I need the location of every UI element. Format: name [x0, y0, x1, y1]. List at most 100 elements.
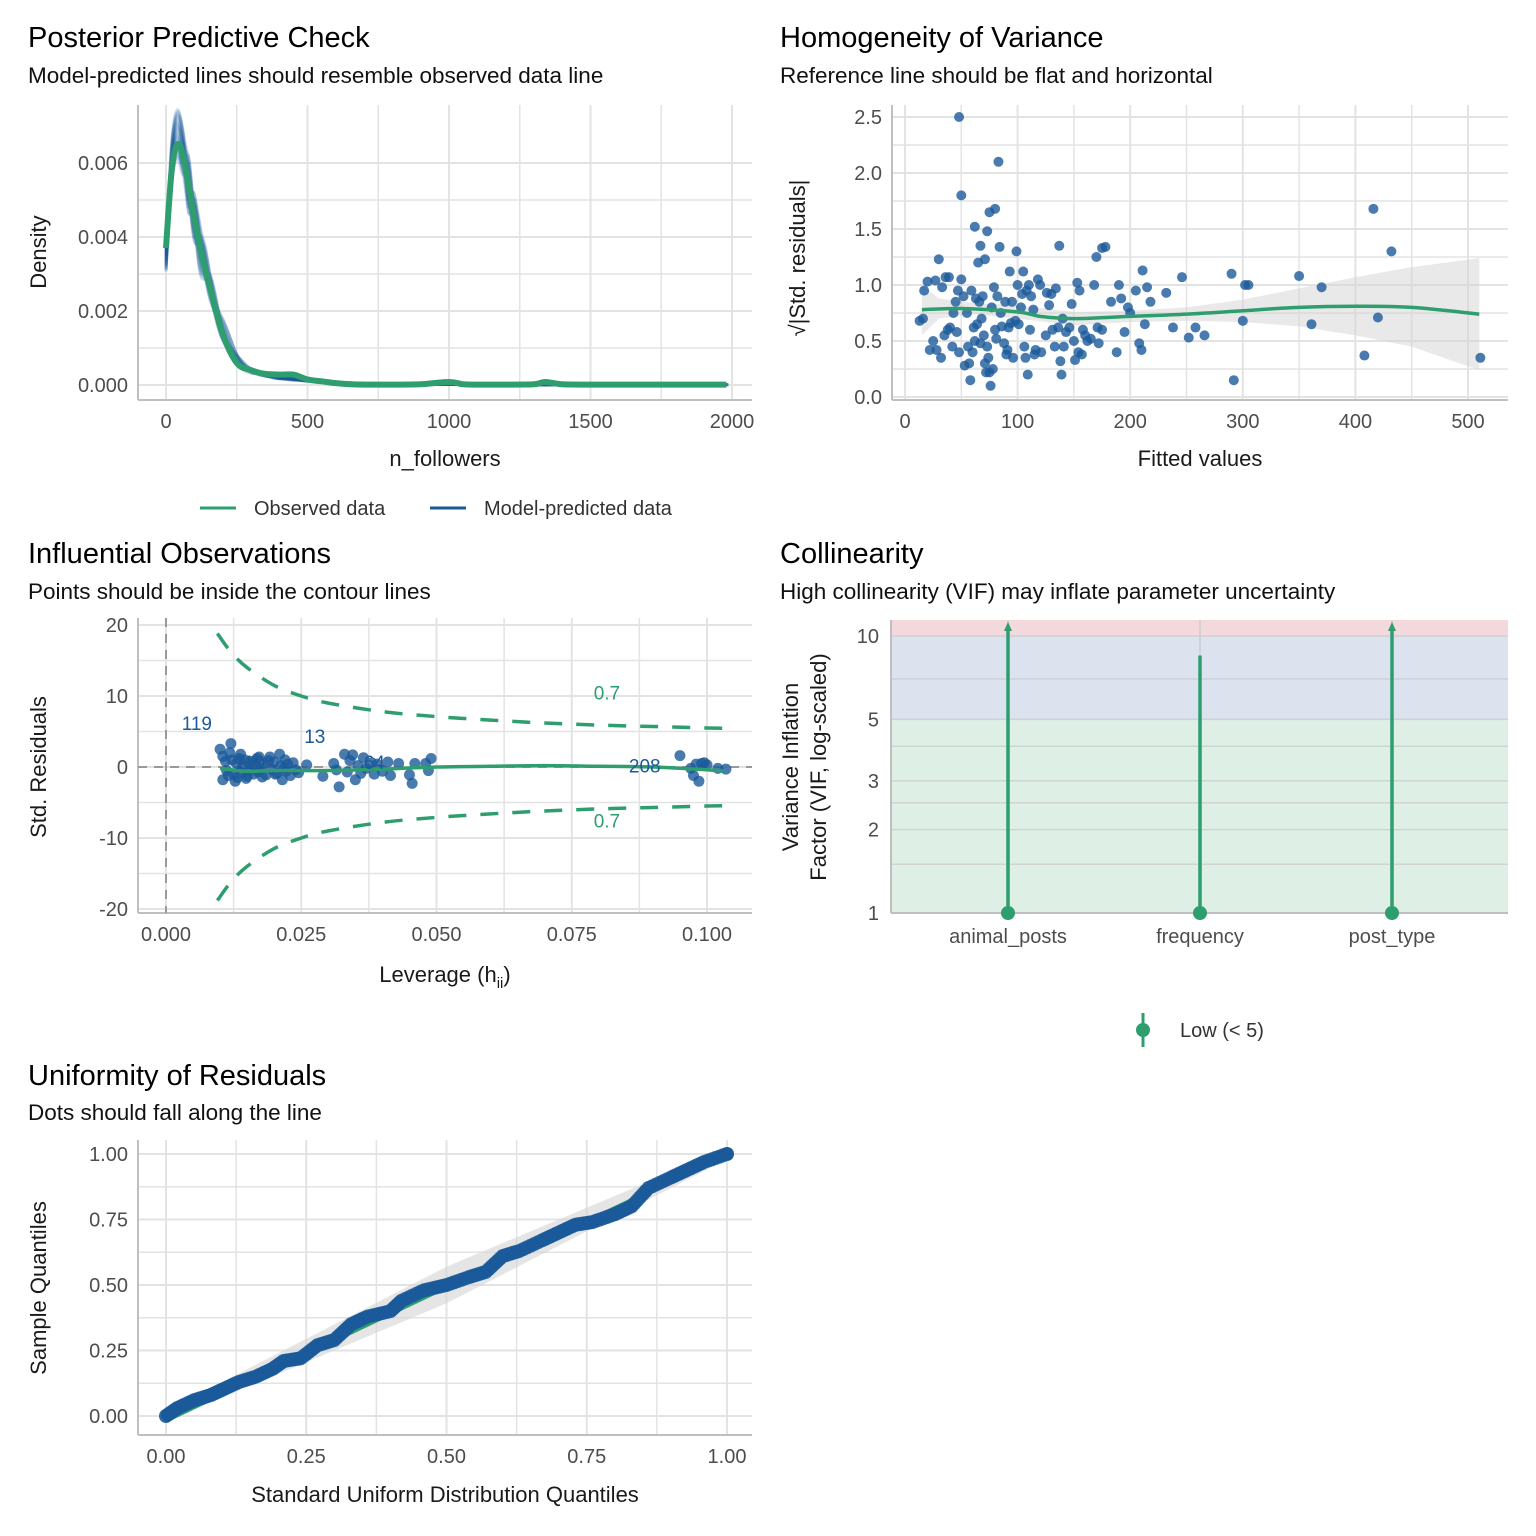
- uniformity-y-axis-label: Sample Quantiles: [26, 1201, 51, 1375]
- influence-point: [693, 775, 705, 787]
- hov-y-tick-label: 1.5: [854, 219, 882, 241]
- hov-point: [975, 240, 986, 251]
- influence-x-tick-label: 0.050: [411, 924, 461, 946]
- ppc-predicted-line: [164, 154, 729, 387]
- uniformity-x-axis-label: Standard Uniform Distribution Quantiles: [251, 1482, 639, 1507]
- influence-point-label: 119: [182, 714, 212, 735]
- hov-point: [1040, 330, 1051, 341]
- hov-y-tick-label: 2.5: [854, 107, 882, 129]
- influence-point: [382, 756, 394, 768]
- hov-point: [1190, 322, 1201, 333]
- uniformity-subtitle: Dots should fall along the line: [28, 1100, 322, 1125]
- hov-point: [985, 380, 996, 391]
- influence-point: [406, 777, 418, 789]
- collinearity-y-tick-label: 1: [868, 903, 879, 925]
- hov-point: [1018, 266, 1029, 277]
- hov-point: [979, 358, 990, 369]
- influence-point: [225, 738, 237, 750]
- hov-point: [968, 322, 979, 333]
- influence-point: [403, 769, 415, 781]
- ppc-predicted-line: [164, 157, 724, 387]
- hov-point: [1070, 355, 1081, 366]
- ppc-predicted-line: [164, 154, 727, 387]
- hov-point: [978, 330, 989, 341]
- uniformity-x-tick-label: 0.00: [147, 1446, 186, 1468]
- influence-point: [240, 772, 252, 784]
- collinearity-y-axis-label-line1: Variance Inflation: [778, 683, 803, 851]
- hov-point: [1111, 347, 1122, 358]
- hov-point: [977, 291, 988, 302]
- hov-point: [1047, 324, 1058, 335]
- influence-contour-upper: [215, 632, 724, 731]
- uniformity-y-tick-label: 0.25: [89, 1341, 128, 1363]
- hov-point: [1074, 285, 1085, 296]
- hov-point: [947, 341, 958, 352]
- hov-point: [1243, 280, 1254, 290]
- hov-point: [951, 327, 962, 338]
- ppc-predicted-line: [164, 120, 724, 387]
- legend-observed-label: Observed data: [254, 498, 386, 520]
- hov-point: [1036, 347, 1047, 358]
- hov-point: [1055, 356, 1066, 367]
- collinearity-point: [1385, 906, 1399, 920]
- hov-point: [1008, 352, 1019, 363]
- hov-point: [1475, 352, 1486, 363]
- ppc-y-axis-label: Density: [26, 215, 51, 288]
- hov-point: [954, 112, 965, 122]
- hov-point: [961, 308, 972, 318]
- hov-point: [1019, 341, 1030, 352]
- hov-point: [1020, 352, 1031, 363]
- hov-point: [994, 241, 1005, 252]
- hov-point: [988, 282, 999, 293]
- hov-x-tick-label: 200: [1114, 411, 1147, 433]
- hov-point: [1294, 271, 1305, 282]
- hov-point: [1064, 322, 1075, 333]
- hov-point: [928, 336, 939, 346]
- hov-point: [1167, 322, 1178, 333]
- ppc-x-tick-label: 2000: [710, 411, 755, 433]
- ppc-predicted-line: [164, 148, 725, 387]
- ppc-x-tick-label: 500: [291, 411, 324, 433]
- hov-point: [930, 275, 941, 286]
- hov-point: [1000, 296, 1011, 307]
- hov-point: [914, 315, 925, 326]
- influence-point: [224, 747, 236, 759]
- hov-point: [1316, 282, 1327, 293]
- hov-point: [1023, 280, 1034, 290]
- hov-point: [1372, 312, 1383, 323]
- hov-point: [1015, 302, 1026, 313]
- collinearity-point: [1001, 906, 1015, 920]
- hov-point: [1077, 324, 1088, 335]
- hov-x-tick-label: 400: [1339, 411, 1372, 433]
- hov-point: [1072, 277, 1083, 288]
- collinearity-y-tick-label: 10: [857, 626, 879, 648]
- ppc-predicted-line: [164, 107, 727, 387]
- hov-point: [982, 341, 993, 352]
- hov-title: Homogeneity of Variance: [780, 22, 1104, 54]
- ppc-observed-line: [163, 140, 727, 388]
- hov-x-tick-label: 300: [1226, 411, 1259, 433]
- hov-x-tick-label: 100: [1001, 411, 1034, 433]
- hov-y-tick-label: 0.0: [854, 387, 882, 409]
- influence-y-tick-label: -20: [99, 899, 128, 921]
- ppc-subtitle: Model-predicted lines should resemble ob…: [28, 63, 604, 88]
- hov-smooth-line: [921, 304, 1480, 321]
- influence-point-label: 110: [235, 753, 265, 774]
- hov-point: [1005, 318, 1016, 329]
- hov-point: [1139, 319, 1150, 330]
- hov-point: [1142, 282, 1153, 293]
- hov-point: [1089, 280, 1100, 290]
- hov-point: [1082, 336, 1093, 346]
- ppc-predicted-line: [164, 118, 729, 387]
- ppc-y-tick-label: 0.000: [78, 375, 128, 397]
- hov-point: [1022, 369, 1033, 380]
- hov-point: [966, 285, 977, 296]
- hov-point: [992, 291, 1003, 302]
- ppc-predicted-line: [164, 114, 726, 387]
- hov-point: [1028, 304, 1039, 315]
- hov-point: [956, 190, 967, 201]
- ppc-predicted-line: [164, 126, 729, 387]
- influence-point: [674, 750, 686, 762]
- ppc-predicted-line: [164, 116, 726, 387]
- hov-point: [1359, 350, 1370, 361]
